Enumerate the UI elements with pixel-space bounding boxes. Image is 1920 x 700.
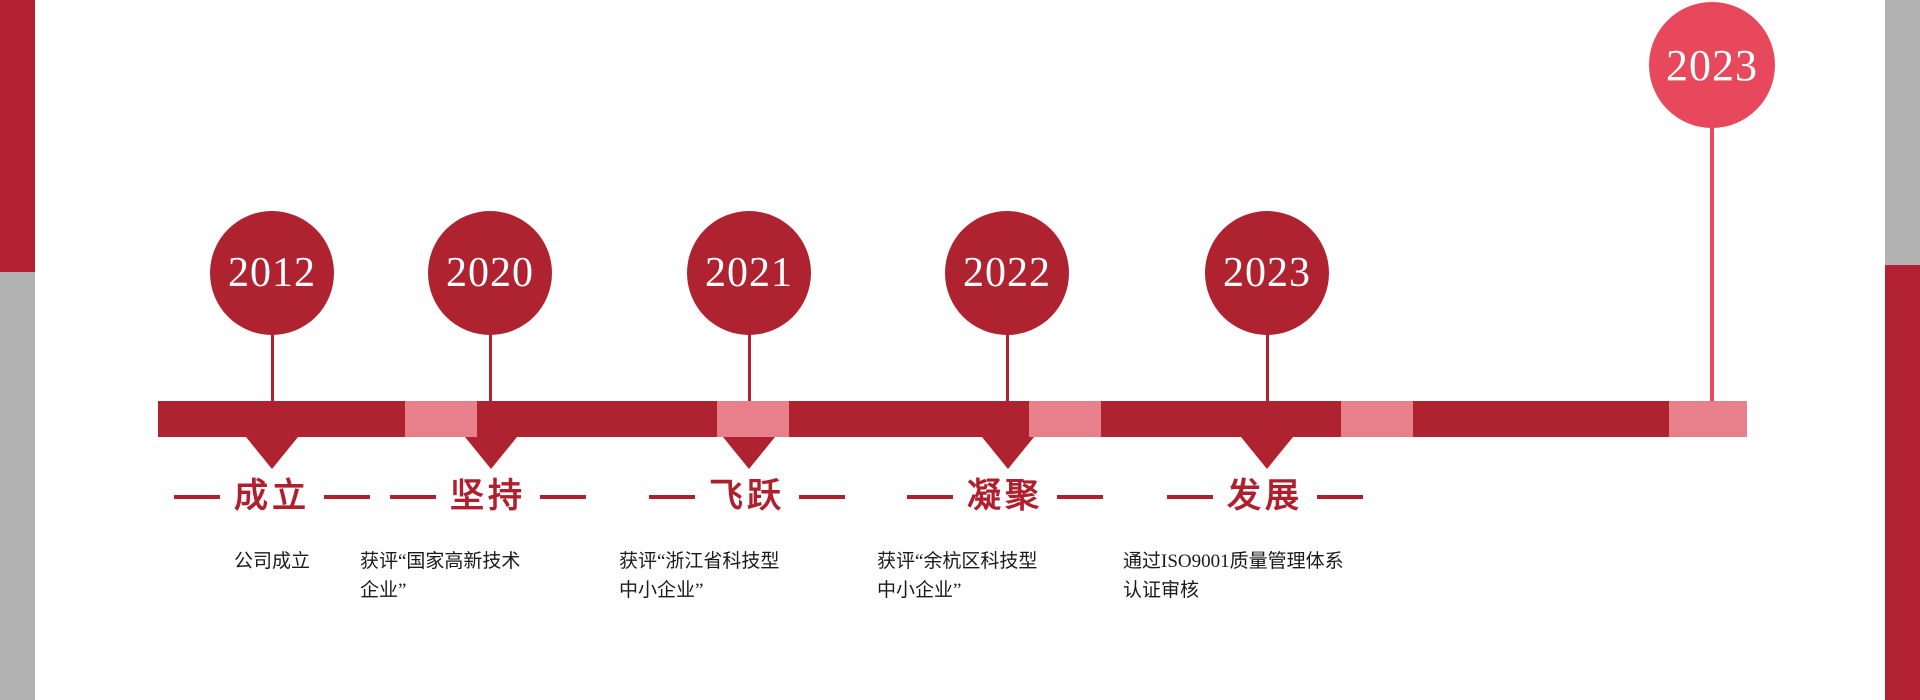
timeline-segment-endcap	[1669, 401, 1747, 437]
balloon-top-year-label: 2023	[1666, 40, 1758, 90]
milestone-heading-label-2012: 成立	[234, 478, 310, 515]
timeline-segment-4	[1101, 401, 1341, 437]
timeline-segment-3	[789, 401, 1029, 437]
balloon-stem-2012	[271, 330, 274, 405]
milestone-heading-label-2021: 飞跃	[709, 478, 785, 515]
timeline-gap-3	[1029, 401, 1101, 437]
balloon-stem-2021	[748, 330, 751, 405]
right-edge-gray-bar	[1885, 0, 1920, 265]
timeline-gap-2	[717, 401, 789, 437]
heading-rule-right-icon	[1317, 495, 1363, 499]
left-edge-red-bar	[0, 0, 35, 272]
milestone-heading-2023: 发展	[1115, 480, 1415, 514]
milestone-heading-2021: 飞跃	[597, 480, 897, 514]
balloon-stem-2020	[489, 330, 492, 405]
balloon-stem-top	[1710, 128, 1714, 418]
timeline-pointer-2023	[1241, 437, 1293, 469]
balloon-2022[interactable]: 2022	[945, 211, 1069, 335]
heading-rule-left-icon	[1167, 495, 1213, 499]
right-edge-red-bar	[1885, 265, 1920, 700]
heading-rule-right-icon	[540, 495, 586, 499]
heading-rule-left-icon	[390, 495, 436, 499]
balloon-2020[interactable]: 2020	[428, 211, 552, 335]
timeline-gap-4	[1341, 401, 1413, 437]
milestone-2021: 飞跃 获评“浙江省科技型 中小企业”	[597, 480, 897, 605]
milestone-heading-2022: 凝聚	[855, 480, 1155, 514]
balloon-stem-2023	[1266, 330, 1269, 405]
balloon-year-label-2022: 2022	[963, 250, 1051, 296]
balloon-2021[interactable]: 2021	[687, 211, 811, 335]
balloon-year-label-2020: 2020	[446, 250, 534, 296]
timeline-pointer-2020	[465, 437, 517, 469]
balloon-2012[interactable]: 2012	[210, 211, 334, 335]
milestone-heading-2012: 成立	[122, 480, 422, 514]
balloon-top-2023[interactable]: 2023	[1649, 2, 1775, 128]
milestone-description-2012: 公司成立	[233, 551, 310, 572]
timeline-segment-5	[1413, 401, 1669, 437]
heading-rule-right-icon	[324, 495, 370, 499]
milestone-heading-2020: 坚持	[338, 480, 638, 514]
milestone-description-2023: 通过ISO9001质量管理体系 认证审核	[1123, 551, 1344, 601]
heading-rule-right-icon	[799, 495, 845, 499]
timeline-segment-2	[477, 401, 717, 437]
balloon-year-label-2012: 2012	[228, 250, 316, 296]
milestone-description-2022: 获评“余杭区科技型 中小企业”	[877, 551, 1038, 601]
timeline-segment-1	[158, 401, 405, 437]
timeline-pointer-2022	[982, 437, 1034, 469]
milestone-description-2020: 获评“国家高新技术 企业”	[360, 551, 521, 601]
balloon-year-label-2023: 2023	[1223, 250, 1311, 296]
milestone-2023: 发展 通过ISO9001质量管理体系 认证审核	[1115, 480, 1415, 605]
milestone-heading-label-2023: 发展	[1227, 478, 1303, 515]
balloon-2023[interactable]: 2023	[1205, 211, 1329, 335]
milestone-description-2021: 获评“浙江省科技型 中小企业”	[619, 551, 780, 601]
balloon-stem-2022	[1006, 330, 1009, 405]
milestone-heading-label-2020: 坚持	[450, 478, 526, 515]
heading-rule-right-icon	[1057, 495, 1103, 499]
balloon-year-label-2021: 2021	[705, 250, 793, 296]
milestone-2020: 坚持 获评“国家高新技术 企业”	[338, 480, 638, 605]
heading-rule-left-icon	[174, 495, 220, 499]
left-edge-gray-bar	[0, 272, 35, 700]
milestone-heading-label-2022: 凝聚	[967, 478, 1043, 515]
heading-rule-left-icon	[907, 495, 953, 499]
timeline-bar	[158, 401, 1747, 437]
timeline-pointer-2021	[723, 437, 775, 469]
heading-rule-left-icon	[649, 495, 695, 499]
milestone-2022: 凝聚 获评“余杭区科技型 中小企业”	[855, 480, 1155, 605]
timeline-gap-1	[405, 401, 477, 437]
milestone-2012: 成立 公司成立	[122, 480, 422, 577]
timeline-pointer-2012	[246, 437, 298, 469]
